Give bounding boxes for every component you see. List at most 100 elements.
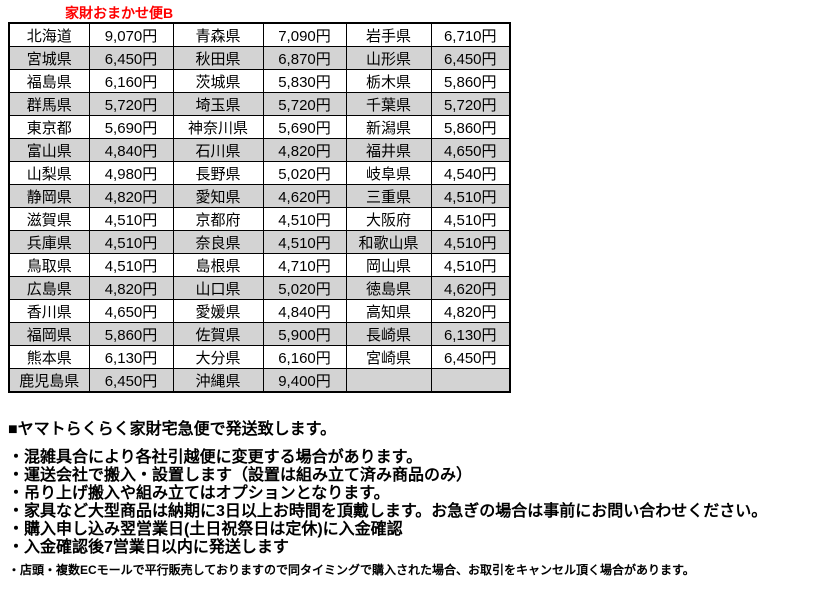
prefecture-cell: 大阪府: [345, 207, 432, 231]
price-cell: 5,720円: [262, 92, 347, 116]
price-cell: 4,650円: [430, 138, 511, 162]
table-row: 北海道 9,070円 青森県 7,090円 岩手県 6,710円: [8, 22, 511, 47]
prefecture-cell: 岡山県: [345, 253, 432, 277]
table-row: 滋賀県 4,510円 京都府 4,510円 大阪府 4,510円: [8, 207, 511, 231]
note-bullet: ・運送会社で搬入・設置します（設置は組み立て済み商品のみ）: [8, 467, 473, 484]
shipping-fee-table: 北海道 9,070円 青森県 7,090円 岩手県 6,710円 宮城県 6,450円 秋田県 6…: [8, 22, 511, 393]
table-row: 福岡県 5,860円 佐賀県 5,900円 長崎県 6,130円: [8, 322, 511, 346]
prefecture-cell: 埼玉県: [172, 92, 264, 116]
note-bullet: ・家具など大型商品は納期に3日以上お時間を頂戴します。お急ぎの場合は事前にお問い…: [8, 503, 768, 520]
prefecture-cell: 熊本県: [8, 345, 90, 369]
note-bullet: ・吊り上げ搬入や組み立てはオプションとなります。: [8, 485, 390, 502]
price-cell: 5,860円: [430, 69, 511, 93]
prefecture-cell: 長崎県: [345, 322, 432, 346]
prefecture-cell: 秋田県: [172, 46, 264, 70]
price-cell: 4,510円: [88, 207, 174, 231]
table-row: 静岡県 4,820円 愛知県 4,620円 三重県 4,510円: [8, 184, 511, 208]
prefecture-cell: 東京都: [8, 115, 90, 139]
prefecture-cell: 島根県: [172, 253, 264, 277]
table-row: 山梨県 4,980円 長野県 5,020円 岐阜県 4,540円: [8, 161, 511, 185]
prefecture-cell: 福岡県: [8, 322, 90, 346]
price-cell: 6,450円: [430, 46, 511, 70]
table-row: 富山県 4,840円 石川県 4,820円 福井県 4,650円: [8, 138, 511, 162]
prefecture-cell: [345, 368, 432, 393]
price-cell: 5,860円: [430, 115, 511, 139]
prefecture-cell: 兵庫県: [8, 230, 90, 254]
prefecture-cell: 香川県: [8, 299, 90, 323]
notes-bullet-list: ・混雑具合により各社引越便に変更する場合があります。 ・運送会社で搬入・設置します…: [8, 449, 818, 557]
fee-table-body: 北海道 9,070円 青森県 7,090円 岩手県 6,710円 宮城県 6,450円 秋田県 6…: [8, 22, 511, 393]
table-row: 鳥取県 4,510円 島根県 4,710円 岡山県 4,510円: [8, 253, 511, 277]
prefecture-cell: 三重県: [345, 184, 432, 208]
price-cell: 4,510円: [430, 253, 511, 277]
prefecture-cell: 石川県: [172, 138, 264, 162]
price-cell: 6,160円: [88, 69, 174, 93]
prefecture-cell: 高知県: [345, 299, 432, 323]
prefecture-cell: 山口県: [172, 276, 264, 300]
prefecture-cell: 沖縄県: [172, 368, 264, 393]
table-row: 熊本県 6,130円 大分県 6,160円 宮崎県 6,450円: [8, 345, 511, 369]
prefecture-cell: 宮崎県: [345, 345, 432, 369]
notes-heading: ■ヤマトらくらく家財宅急便で発送致します。: [8, 421, 337, 438]
price-cell: 6,710円: [430, 22, 511, 47]
prefecture-cell: 広島県: [8, 276, 90, 300]
price-cell: 4,840円: [88, 138, 174, 162]
price-cell: 5,720円: [430, 92, 511, 116]
prefecture-cell: 新潟県: [345, 115, 432, 139]
prefecture-cell: 山形県: [345, 46, 432, 70]
note-bullet: ・混雑具合により各社引越便に変更する場合があります。: [8, 449, 423, 466]
price-cell: 9,400円: [262, 368, 347, 393]
table-row: 兵庫県 4,510円 奈良県 4,510円 和歌山県 4,510円: [8, 230, 511, 254]
price-cell: 4,710円: [262, 253, 347, 277]
prefecture-cell: 群馬県: [8, 92, 90, 116]
prefecture-cell: 栃木県: [345, 69, 432, 93]
prefecture-cell: 神奈川県: [172, 115, 264, 139]
price-cell: 4,540円: [430, 161, 511, 185]
prefecture-cell: 青森県: [172, 22, 264, 47]
price-cell: 5,020円: [262, 161, 347, 185]
price-cell: 6,130円: [88, 345, 174, 369]
price-cell: 6,130円: [430, 322, 511, 346]
price-cell: 4,620円: [262, 184, 347, 208]
price-cell: 5,690円: [262, 115, 347, 139]
table-row: 広島県 4,820円 山口県 5,020円 徳島県 4,620円: [8, 276, 511, 300]
price-cell: [430, 368, 511, 393]
price-cell: 4,980円: [88, 161, 174, 185]
price-cell: 5,720円: [88, 92, 174, 116]
price-cell: 4,820円: [88, 276, 174, 300]
price-cell: 5,860円: [88, 322, 174, 346]
prefecture-cell: 宮城県: [8, 46, 90, 70]
price-cell: 5,830円: [262, 69, 347, 93]
price-cell: 4,510円: [88, 230, 174, 254]
price-cell: 4,510円: [430, 230, 511, 254]
price-cell: 7,090円: [262, 22, 347, 47]
price-cell: 4,820円: [430, 299, 511, 323]
price-cell: 9,070円: [88, 22, 174, 47]
price-cell: 4,820円: [88, 184, 174, 208]
prefecture-cell: 鹿児島県: [8, 368, 90, 393]
price-cell: 4,510円: [262, 230, 347, 254]
price-cell: 4,820円: [262, 138, 347, 162]
price-cell: 5,900円: [262, 322, 347, 346]
price-cell: 6,870円: [262, 46, 347, 70]
price-cell: 5,690円: [88, 115, 174, 139]
shipping-plan-title: 家財おまかせ便B: [65, 5, 174, 21]
prefecture-cell: 長野県: [172, 161, 264, 185]
price-cell: 4,510円: [430, 184, 511, 208]
note-bullet: ・購入申し込み翌営業日(土日祝祭日は定休)に入金確認: [8, 521, 403, 538]
price-cell: 6,450円: [430, 345, 511, 369]
note-bullet: ・入金確認後7営業日以内に発送します: [8, 539, 289, 556]
price-cell: 5,020円: [262, 276, 347, 300]
table-row: 群馬県 5,720円 埼玉県 5,720円 千葉県 5,720円: [8, 92, 511, 116]
prefecture-cell: 徳島県: [345, 276, 432, 300]
shipping-notes: ■ヤマトらくらく家財宅急便で発送致します。 ・混雑具合により各社引越便に変更する…: [8, 420, 818, 578]
prefecture-cell: 奈良県: [172, 230, 264, 254]
price-cell: 6,160円: [262, 345, 347, 369]
price-cell: 4,840円: [262, 299, 347, 323]
price-cell: 4,510円: [262, 207, 347, 231]
table-row: 東京都 5,690円 神奈川県 5,690円 新潟県 5,860円: [8, 115, 511, 139]
price-cell: 6,450円: [88, 46, 174, 70]
table-row: 香川県 4,650円 愛媛県 4,840円 高知県 4,820円: [8, 299, 511, 323]
prefecture-cell: 岐阜県: [345, 161, 432, 185]
